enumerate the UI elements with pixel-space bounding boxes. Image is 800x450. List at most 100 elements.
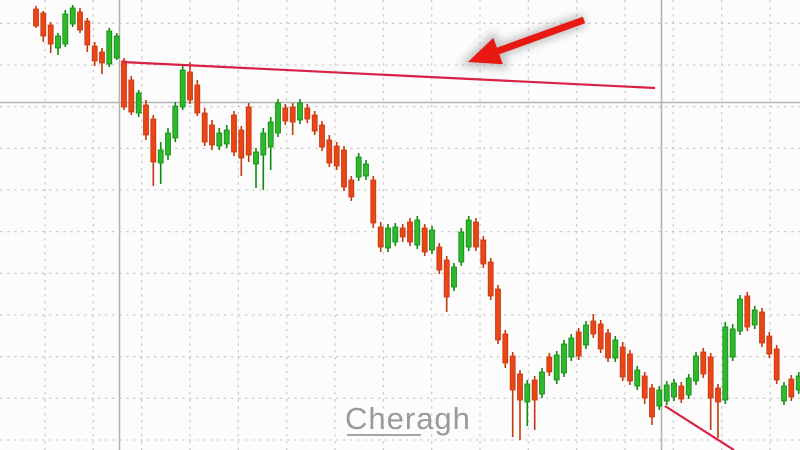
candle-body-bullish	[172, 105, 179, 139]
candle-body-bearish	[480, 239, 487, 265]
candle-body-bearish	[766, 335, 773, 355]
candle-body-bullish	[451, 266, 457, 288]
candle-body-bearish	[341, 149, 347, 188]
candle-body-bullish	[729, 328, 736, 358]
candles	[33, 5, 800, 440]
candle-body-bullish	[685, 377, 692, 396]
candle-body-bearish	[99, 51, 105, 64]
candle-body-bearish	[282, 107, 289, 122]
candle-body-bearish	[209, 124, 215, 146]
candle-body-bearish	[436, 246, 443, 271]
candle-body-bearish	[495, 288, 501, 341]
candle-body-bullish	[671, 382, 677, 398]
candle-body-bullish	[693, 355, 699, 382]
candle-body-bearish	[649, 387, 655, 418]
candle-body-bullish	[385, 227, 391, 249]
candle-body-bullish	[135, 92, 142, 114]
trendlines	[121, 60, 735, 450]
candle-body-bearish	[319, 124, 325, 148]
candle-body-bearish	[641, 375, 648, 399]
candle-body-bearish	[91, 45, 98, 62]
candle-body-bearish	[605, 332, 611, 359]
candle-body-bullish	[583, 324, 589, 346]
candle-body-bullish	[223, 129, 230, 145]
candle-body-bullish	[275, 102, 281, 134]
candle-body-bullish	[781, 385, 787, 402]
watermark-text: Cheragh	[345, 401, 471, 436]
candle-body-bullish	[663, 384, 670, 402]
candle-body-bullish	[737, 298, 743, 332]
candle-body-bearish	[407, 221, 413, 243]
candle-body-bearish	[590, 320, 597, 335]
candle-body-bearish	[231, 114, 237, 153]
candle-body-bearish	[40, 12, 47, 37]
candle-body-bullish	[561, 343, 567, 374]
candle-body-bearish	[194, 84, 201, 114]
candle-body-bullish	[656, 389, 663, 407]
candle-body-bearish	[377, 226, 384, 248]
candle-body-bullish	[722, 326, 729, 401]
candle-body-bearish	[187, 71, 193, 101]
candle-body-bearish	[333, 145, 340, 167]
candle-body-bearish	[517, 373, 523, 401]
candle-body-bearish	[245, 106, 252, 156]
candle-body-bearish	[84, 20, 91, 46]
candle-body-bullish	[113, 35, 120, 59]
candle-body-bearish	[47, 24, 54, 45]
candle-body-bearish	[707, 356, 714, 399]
candle-body-bullish	[795, 375, 800, 391]
candle-body-bearish	[502, 333, 509, 364]
candle-body-bullish	[524, 383, 531, 403]
candle-body-bullish	[260, 132, 267, 156]
candle-body-bearish	[715, 387, 721, 403]
candle-body-bullish	[568, 337, 575, 358]
candle-body-bearish	[143, 104, 149, 136]
candle-body-bearish	[597, 323, 604, 350]
candle-body-bearish	[121, 60, 127, 108]
candle-body-bullish	[267, 121, 274, 148]
candle-body-bearish	[773, 348, 780, 381]
watermark-underline	[347, 434, 421, 436]
candle-body-bearish	[473, 221, 479, 248]
candle-body-bearish	[531, 379, 538, 401]
candle-body-bearish	[509, 355, 516, 391]
candle-body-bearish	[150, 118, 157, 163]
candle-body-bullish	[553, 354, 560, 381]
candle-body-bullish	[634, 369, 641, 387]
candle-body-bullish	[157, 149, 164, 164]
candle-body-bearish	[627, 353, 633, 382]
candle-body-bullish	[106, 30, 113, 65]
annotation-arrow	[458, 13, 587, 69]
candle-body-bearish	[443, 259, 450, 298]
candle-body-bearish	[619, 346, 626, 378]
candle-body-bearish	[201, 112, 208, 143]
candle-body-bearish	[77, 11, 83, 31]
descending-resistance-line	[121, 60, 656, 90]
candle-body-bullish	[253, 151, 259, 165]
candle-body-bullish	[297, 102, 303, 121]
candle-body-bullish	[539, 371, 545, 395]
candle-body-bearish	[289, 106, 296, 123]
candle-body-bearish	[421, 227, 428, 253]
candle-body-bullish	[414, 219, 421, 246]
candle-body-bullish	[69, 7, 76, 25]
candle-body-bullish	[55, 35, 61, 49]
candle-body-bearish	[311, 114, 318, 132]
candle-body-bearish	[487, 261, 494, 297]
candle-body-bearish	[326, 139, 333, 164]
red-arrow-pointing-to-resistance-line	[468, 16, 586, 65]
candle-body-bearish	[33, 8, 39, 27]
candle-body-bearish	[348, 179, 355, 198]
candle-body-bearish	[759, 311, 765, 344]
candle-body-bearish	[744, 295, 751, 328]
candle-body-bearish	[238, 129, 245, 159]
candle-body-bullish	[355, 156, 362, 178]
candle-body-bearish	[788, 378, 795, 398]
candle-body-bullish	[751, 309, 758, 326]
candle-body-bullish	[363, 163, 369, 177]
candle-body-bullish	[165, 132, 171, 156]
